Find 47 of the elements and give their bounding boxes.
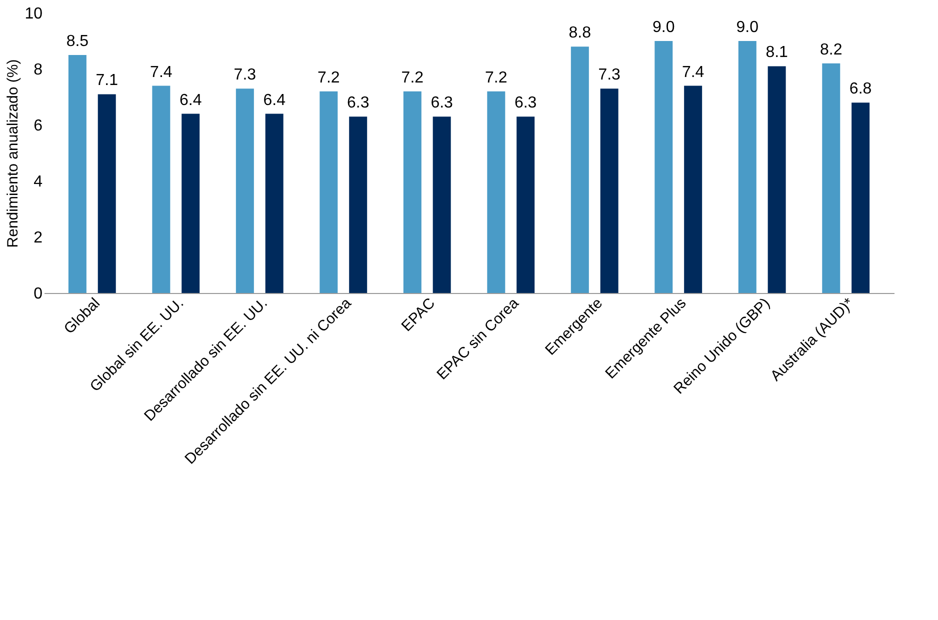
data-label: 7.3 bbox=[598, 66, 621, 84]
data-label: 6.8 bbox=[849, 80, 872, 98]
bar bbox=[487, 91, 506, 293]
data-label: 6.4 bbox=[179, 92, 202, 109]
y-tick-label: 4 bbox=[34, 174, 43, 190]
data-label: 8.8 bbox=[568, 24, 592, 42]
data-label: 7.2 bbox=[485, 69, 508, 86]
bar bbox=[570, 46, 589, 293]
data-label: 8.5 bbox=[66, 33, 89, 50]
data-label: 7.1 bbox=[96, 72, 118, 90]
data-label: 9.0 bbox=[652, 19, 675, 36]
y-tick-label: 8 bbox=[34, 62, 43, 78]
bar bbox=[738, 41, 756, 293]
bar bbox=[349, 116, 368, 293]
bar bbox=[768, 66, 786, 293]
data-label: 7.3 bbox=[234, 66, 256, 84]
bar bbox=[182, 114, 200, 293]
bar bbox=[265, 114, 284, 293]
y-tick-label: 6 bbox=[34, 118, 43, 134]
bar bbox=[152, 86, 170, 293]
data-label: 8.1 bbox=[766, 44, 788, 62]
data-label: 7.2 bbox=[401, 69, 424, 86]
data-label: 7.4 bbox=[682, 64, 704, 81]
bar bbox=[654, 41, 673, 293]
bar bbox=[516, 116, 535, 293]
bar bbox=[98, 94, 116, 293]
data-label: 7.4 bbox=[150, 64, 172, 81]
bar bbox=[236, 88, 254, 293]
bar bbox=[320, 91, 338, 293]
bar bbox=[403, 91, 422, 293]
bar bbox=[68, 55, 86, 293]
data-label: 8.2 bbox=[820, 41, 842, 58]
bar bbox=[600, 88, 618, 293]
y-tick-label: 10 bbox=[24, 6, 43, 22]
bar bbox=[822, 63, 840, 293]
bar bbox=[852, 102, 870, 293]
data-label: 7.2 bbox=[318, 69, 340, 86]
data-label: 6.3 bbox=[346, 94, 370, 112]
data-label: 6.3 bbox=[430, 94, 454, 112]
data-label: 6.4 bbox=[263, 92, 286, 109]
data-label: 9.0 bbox=[736, 19, 759, 36]
data-label: 6.3 bbox=[514, 94, 537, 112]
y-tick-label: 0 bbox=[34, 286, 43, 302]
y-axis-title: Rendimiento anualizado (%) bbox=[4, 59, 22, 248]
bar bbox=[432, 116, 451, 293]
y-tick-label: 2 bbox=[34, 230, 43, 246]
bar bbox=[684, 86, 702, 293]
